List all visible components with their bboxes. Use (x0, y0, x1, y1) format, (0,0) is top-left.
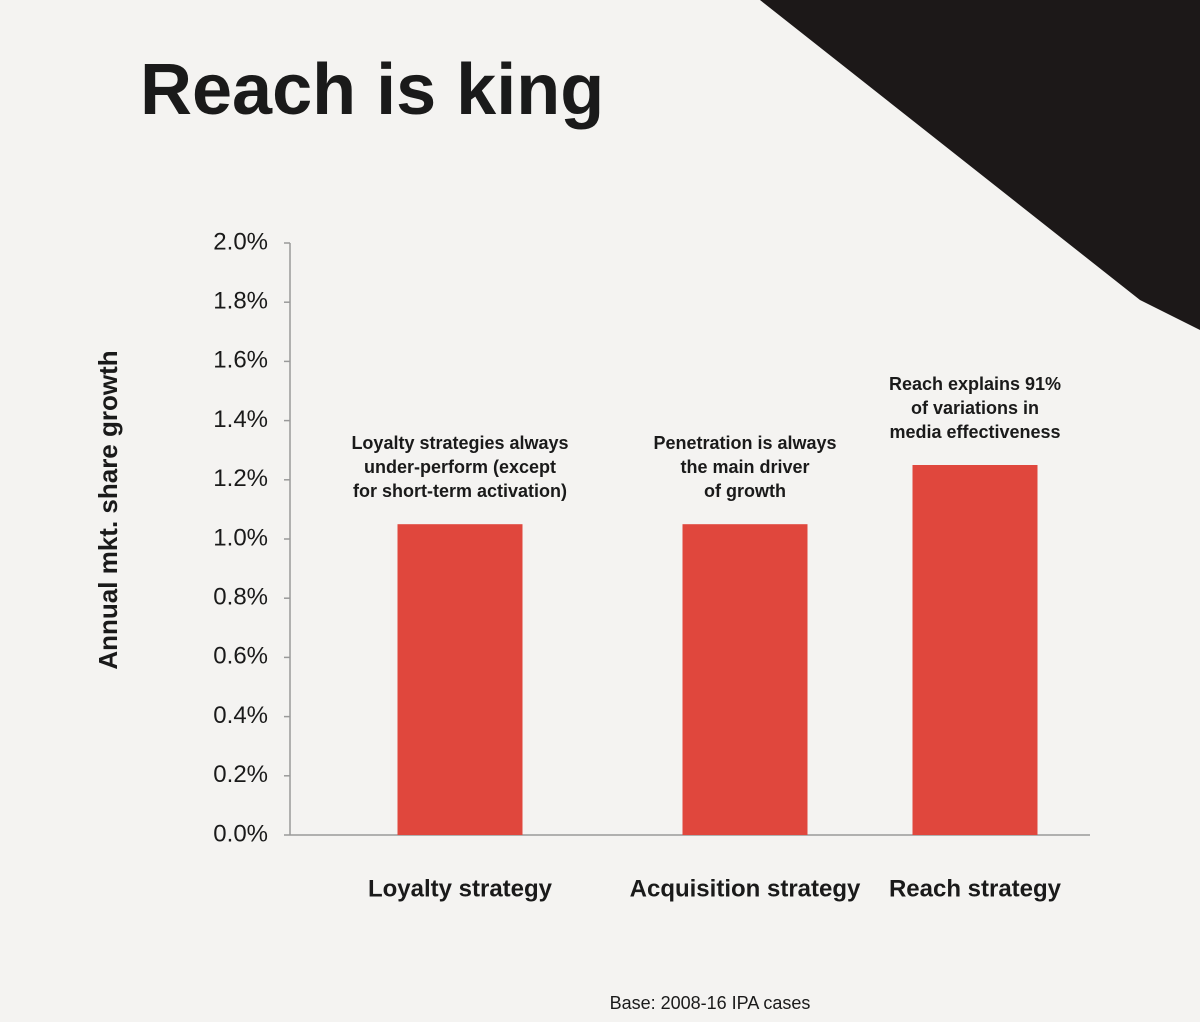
footnote: Base: 2008-16 IPA cases (610, 993, 811, 1013)
annotation: Loyalty strategies always (351, 433, 568, 453)
x-tick-label: Reach strategy (889, 875, 1062, 902)
y-tick-label: 1.6% (213, 347, 268, 374)
bar (397, 524, 523, 835)
y-tick-label: 1.4% (213, 406, 268, 433)
y-tick-label: 0.2% (213, 761, 268, 788)
annotation: Reach explains 91% (889, 374, 1061, 394)
y-tick-label: 2.0% (213, 228, 268, 255)
bar (912, 465, 1038, 835)
annotation: media effectiveness (889, 422, 1060, 442)
annotation: of growth (704, 481, 786, 501)
y-tick-label: 1.8% (213, 288, 268, 315)
annotation: under-perform (except (364, 457, 556, 477)
y-tick-label: 1.2% (213, 465, 268, 492)
y-tick-label: 0.6% (213, 643, 268, 670)
annotation: of variations in (911, 398, 1039, 418)
bar (682, 524, 808, 835)
chart-title: Reach is king (140, 50, 604, 130)
y-axis-label: Annual mkt. share growth (93, 350, 123, 669)
y-tick-label: 1.0% (213, 524, 268, 551)
screen-edge (0, 0, 1200, 330)
y-tick-label: 0.8% (213, 584, 268, 611)
y-tick-label: 0.4% (213, 702, 268, 729)
y-tick-label: 0.0% (213, 820, 268, 847)
x-tick-label: Acquisition strategy (630, 875, 861, 902)
annotation: the main driver (680, 457, 809, 477)
annotation: for short-term activation) (353, 481, 567, 501)
x-tick-label: Loyalty strategy (368, 875, 553, 902)
annotation: Penetration is always (653, 433, 836, 453)
